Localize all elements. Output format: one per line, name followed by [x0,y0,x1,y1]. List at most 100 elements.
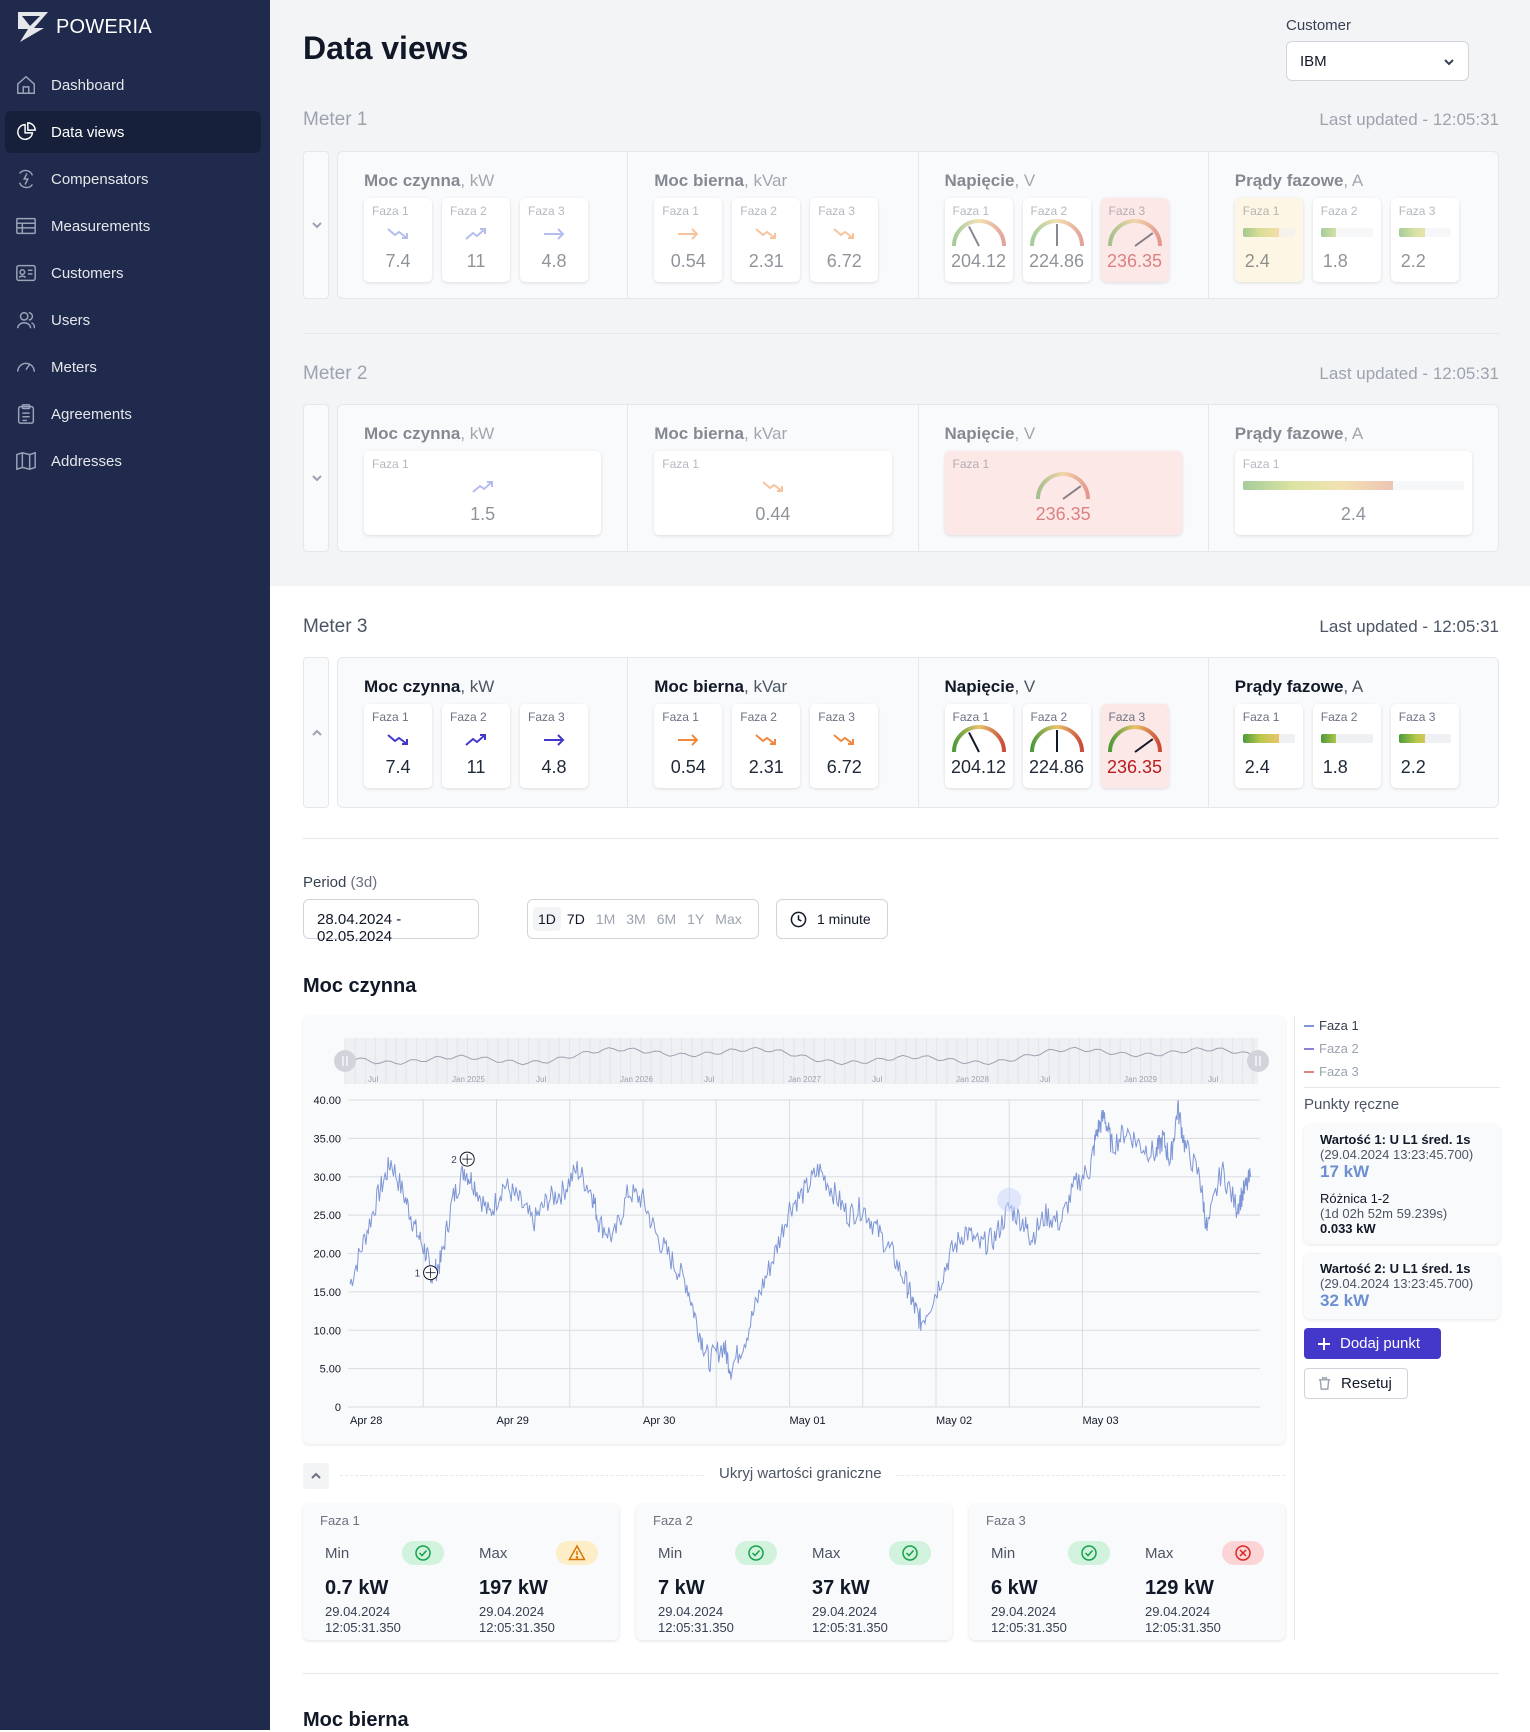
manual-point-card[interactable]: Wartość 2: U L1 śred. 1s (29.04.2024 13:2… [1304,1253,1500,1319]
line-chart[interactable]: Jul Jan 2025 Jul Jan 2026 Jul Jan 2027 Jul Jan … [303,1016,1285,1444]
legend-items: Faza 1 Faza 2 Faza 3 [1304,1014,1500,1083]
navigator-handle[interactable] [1247,1050,1269,1072]
nav-item-label: Customers [51,264,124,282]
phase-cell[interactable]: Faza 3 4.8 [520,198,588,282]
legend-item-faza-3[interactable]: Faza 3 [1304,1060,1500,1083]
y-tick-label: 40.00 [313,1095,341,1107]
phase-value: 7.4 [385,251,411,271]
range-button-3m[interactable]: 3M [626,911,646,927]
manual-point-marker[interactable]: 2 [451,1151,475,1167]
phase-cell[interactable]: Faza 3 236.35 [1100,704,1169,788]
nav-item-agreements[interactable]: Agreements [5,393,261,435]
interval-select[interactable]: 1 minute [776,899,888,939]
phase-cell[interactable]: Faza 1 2.4 [1234,451,1472,535]
legend-item-faza-1[interactable]: Faza 1 [1304,1014,1500,1037]
phase-cell[interactable]: Faza 3 6.72 [810,704,879,788]
phase-cell[interactable]: Faza 2 11 [442,704,510,788]
nav-item-customers[interactable]: Customers [5,252,261,294]
phase-cell[interactable]: Faza 1 204.12 [944,704,1013,788]
date-range-input[interactable]: 28.04.2024 - 02.05.2024 [303,899,479,945]
trend-down-icon [754,225,778,243]
brand-logo[interactable]: POWERIA [14,10,152,44]
expand-meter-button[interactable] [303,151,329,299]
phase-cell[interactable]: Faza 2 224.86 [1022,198,1091,282]
phase-cell[interactable]: Faza 2 2.31 [732,198,801,282]
phase-cell[interactable]: Faza 3 2.2 [1390,198,1459,282]
legend-label: Faza 2 [1319,1041,1359,1056]
manual-point-marker[interactable]: 1 [415,1265,439,1281]
limits-toggle-button[interactable] [303,1463,329,1489]
navigator-handle[interactable] [334,1050,356,1072]
phase-cell[interactable]: Faza 1 204.12 [944,198,1013,282]
phase-cell[interactable]: Faza 3 236.35 [1100,198,1169,282]
customer-select[interactable]: IBM [1286,41,1469,81]
phase-cell[interactable]: Faza 2 224.86 [1022,704,1091,788]
nav-item-data-views[interactable]: Data views [5,111,261,153]
y-tick-label: 30.00 [313,1172,341,1184]
phase-value: 7.4 [385,757,411,777]
expand-meter-button[interactable] [303,404,329,552]
measure-group-title: Napięcie, V [945,171,1036,191]
range-button-6m[interactable]: 6M [656,911,677,927]
legend-item-faza-2[interactable]: Faza 2 [1304,1037,1500,1060]
manual-point-card[interactable]: Wartość 1: U L1 śred. 1s (29.04.2024 13:2… [1304,1124,1500,1244]
phase-cell[interactable]: Faza 3 2.2 [1390,704,1459,788]
measure-name: Prądy fazowe [1234,677,1344,696]
phase-cell[interactable]: Faza 2 11 [442,198,510,282]
phase-cell[interactable]: Faza 2 1.8 [1312,704,1381,788]
range-button-1d[interactable]: 1D [533,907,561,931]
range-button-max[interactable]: Max [715,911,742,927]
phase-cell[interactable]: Faza 3 6.72 [810,198,879,282]
phase-cell[interactable]: Faza 1 2.4 [1234,704,1303,788]
limit-date: 29.04.2024 [658,1604,724,1619]
current-level-fill [1320,734,1337,743]
phase-value: 11 [466,251,486,271]
phase-cell[interactable]: Faza 1 0.44 [654,451,892,535]
manual-points-list: Wartość 1: U L1 śred. 1s (29.04.2024 13:2… [1304,1124,1500,1319]
phase-cell[interactable]: Faza 1 7.4 [364,198,432,282]
collapse-meter-button[interactable] [303,657,329,808]
phase-cell[interactable]: Faza 2 1.8 [1312,198,1381,282]
measure-unit: , V [1014,171,1036,190]
phase-cell[interactable]: Faza 1 0.54 [654,198,723,282]
phase-label: Faza 2 [450,710,487,724]
phase-cell[interactable]: Faza 1 1.5 [364,451,602,535]
x-circle-icon [1222,1541,1264,1565]
nav-item-addresses[interactable]: Addresses [5,440,261,482]
line-chart-svg[interactable]: Jul Jan 2025 Jul Jan 2026 Jul Jan 2027 Jul Jan … [303,1016,1285,1444]
nav-item-dashboard[interactable]: Dashboard [5,64,261,106]
measure-name: Napięcie [944,677,1015,696]
range-button-7d[interactable]: 7D [566,911,585,927]
phase-cell[interactable]: Faza 1 0.54 [654,704,723,788]
period-hint: (3d) [350,874,378,891]
phase-cell[interactable]: Faza 2 2.31 [732,704,801,788]
phase-cell[interactable]: Faza 1 236.35 [944,451,1182,535]
nav-item-measurements[interactable]: Measurements [5,205,261,247]
limits-toggle-label[interactable]: Ukryj wartości graniczne [705,1465,896,1482]
range-button-1y[interactable]: 1Y [687,911,705,927]
phase-value: 236.35 [1106,757,1163,777]
add-point-button[interactable]: Dodaj punkt [1304,1328,1441,1359]
nav-item-meters[interactable]: Meters [5,346,261,388]
measure-name: Napięcie [944,171,1015,190]
period-label-text: Period [303,874,347,891]
phase-label: Faza 1 [662,710,699,724]
y-tick-label: 5.00 [320,1364,341,1376]
limit-value: 6 kW [991,1577,1038,1599]
phase-cell[interactable]: Faza 3 4.8 [520,704,588,788]
current-level-bar [1242,228,1295,237]
reset-button[interactable]: Resetuj [1304,1368,1408,1399]
phase-cell[interactable]: Faza 1 7.4 [364,704,432,788]
limit-value: 37 kW [812,1577,870,1599]
phase-cells: Faza 1 1.5 [364,451,602,535]
phase-cell[interactable]: Faza 1 2.4 [1234,198,1303,282]
difference-key: Różnica 1-2 [1320,1191,1390,1206]
range-button-1m[interactable]: 1M [595,911,616,927]
series-line-faza-1[interactable] [349,1100,1252,1380]
phase-label: Faza 2 [1320,204,1358,218]
nav-item-users[interactable]: Users [5,299,261,341]
nav-item-label: Addresses [51,452,122,470]
chart-navigator[interactable]: Jul Jan 2025 Jul Jan 2026 Jul Jan 2027 Jul Jan … [334,1038,1269,1084]
nav-item-compensators[interactable]: Compensators [5,158,261,200]
sidebar-nav: Dashboard Data views Compensators Measureme… [5,64,261,487]
